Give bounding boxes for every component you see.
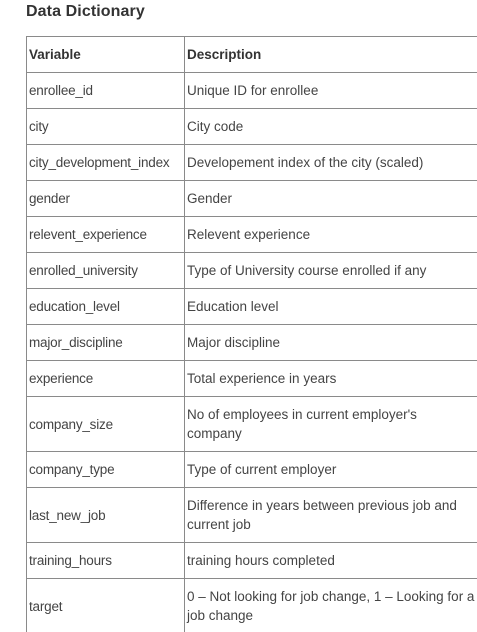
column-header-description: Description bbox=[184, 36, 477, 73]
column-header-variable: Variable bbox=[26, 36, 185, 73]
description-cell: Gender bbox=[184, 180, 477, 217]
table-row: relevent_experience Relevent experience bbox=[26, 216, 477, 253]
table-row: city_development_index Developement inde… bbox=[26, 144, 477, 181]
variable-cell: enrollee_id bbox=[26, 72, 185, 109]
variable-cell: company_size bbox=[26, 396, 185, 452]
table-row: enrolled_university Type of University c… bbox=[26, 252, 477, 289]
variable-cell: education_level bbox=[26, 288, 185, 325]
table-row: major_discipline Major discipline bbox=[26, 324, 477, 361]
description-cell: Type of current employer bbox=[184, 451, 477, 488]
description-cell: Unique ID for enrollee bbox=[184, 72, 477, 109]
table-row: education_level Education level bbox=[26, 288, 477, 325]
variable-cell: enrolled_university bbox=[26, 252, 185, 289]
description-cell: Type of University course enrolled if an… bbox=[184, 252, 477, 289]
table-row: last_new_job Difference in years between… bbox=[26, 487, 477, 543]
table-row: enrollee_id Unique ID for enrollee bbox=[26, 72, 477, 109]
description-cell: Total experience in years bbox=[184, 360, 477, 397]
data-dictionary-table: Variable Description enrollee_id Unique … bbox=[26, 36, 477, 632]
variable-cell: gender bbox=[26, 180, 185, 217]
description-cell: Major discipline bbox=[184, 324, 477, 361]
table-row: company_type Type of current employer bbox=[26, 451, 477, 488]
description-cell: Relevent experience bbox=[184, 216, 477, 253]
table-row: target 0 – Not looking for job change, 1… bbox=[26, 578, 477, 632]
variable-cell: major_discipline bbox=[26, 324, 185, 361]
description-cell: Difference in years between previous job… bbox=[184, 487, 477, 543]
variable-cell: relevent_experience bbox=[26, 216, 185, 253]
description-cell: No of employees in current employer's co… bbox=[184, 396, 477, 452]
table-header-row: Variable Description bbox=[26, 36, 477, 73]
table-row: company_size No of employees in current … bbox=[26, 396, 477, 452]
table-row: city City code bbox=[26, 108, 477, 145]
page-title: Data Dictionary bbox=[26, 3, 145, 20]
description-cell: Developement index of the city (scaled) bbox=[184, 144, 477, 181]
table-row: gender Gender bbox=[26, 180, 477, 217]
variable-cell: experience bbox=[26, 360, 185, 397]
variable-cell: target bbox=[26, 578, 185, 632]
variable-cell: company_type bbox=[26, 451, 185, 488]
variable-cell: city_development_index bbox=[26, 144, 185, 181]
variable-cell: training_hours bbox=[26, 542, 185, 579]
variable-cell: last_new_job bbox=[26, 487, 185, 543]
description-cell: training hours completed bbox=[184, 542, 477, 579]
description-cell: City code bbox=[184, 108, 477, 145]
variable-cell: city bbox=[26, 108, 185, 145]
table-row: experience Total experience in years bbox=[26, 360, 477, 397]
table-row: training_hours training hours completed bbox=[26, 542, 477, 579]
description-cell: Education level bbox=[184, 288, 477, 325]
description-cell: 0 – Not looking for job change, 1 – Look… bbox=[184, 578, 477, 632]
